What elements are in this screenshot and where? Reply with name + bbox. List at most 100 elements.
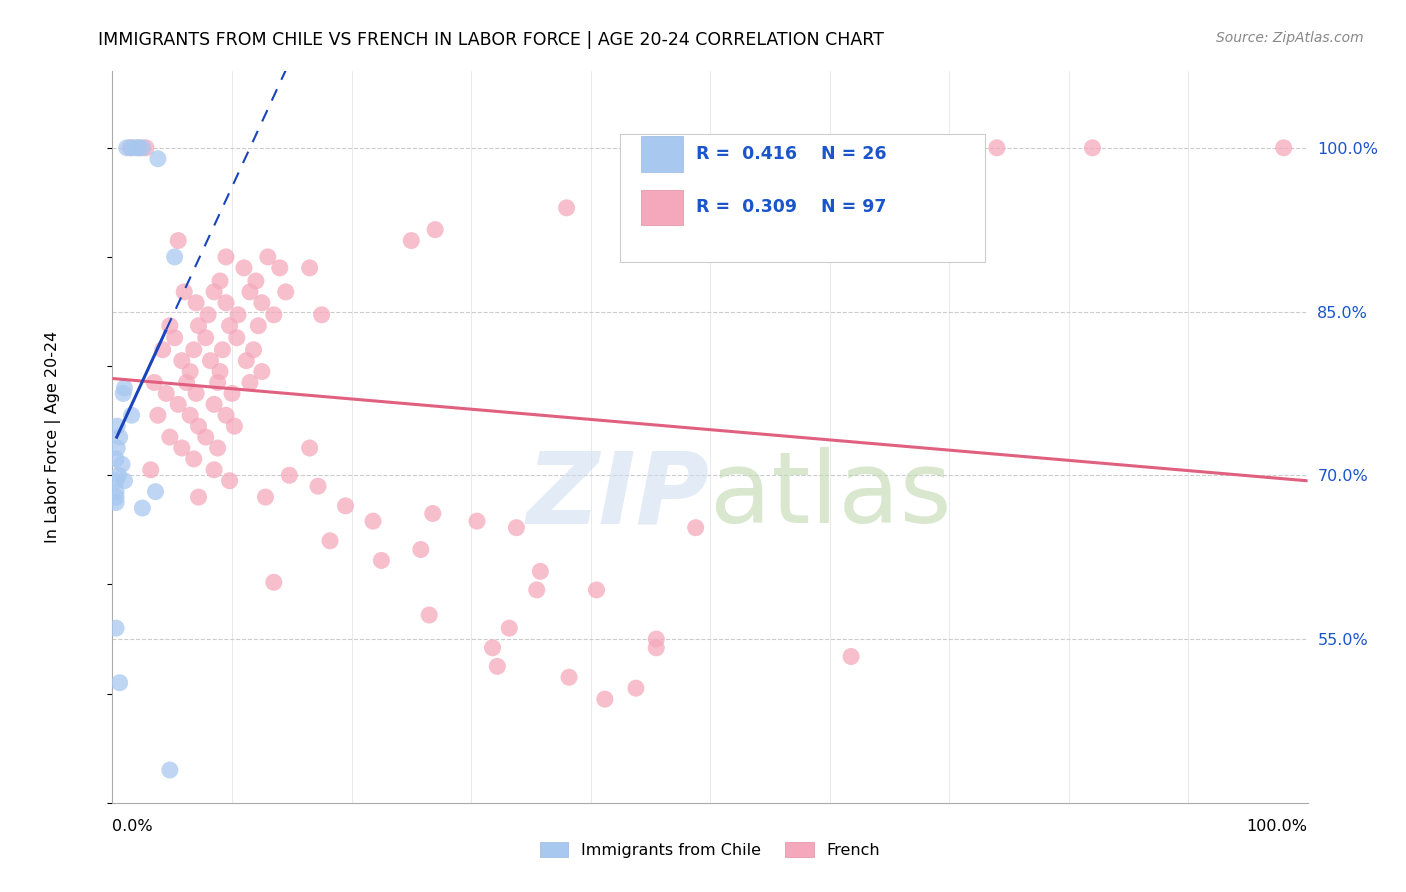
Point [146,152,169,166]
Point [215,250,238,264]
Point [250,295,273,310]
Point [418,607,440,622]
Point [105,490,128,504]
Point [128,141,150,155]
Point [233,260,256,275]
Point [105,474,128,488]
Point [225,331,247,345]
Point [505,521,527,535]
Point [361,514,384,528]
Point [526,582,548,597]
Point [422,507,444,521]
Point [114,474,135,488]
Point [159,763,181,777]
Point [173,285,195,299]
Point [215,409,238,423]
Point [200,353,222,368]
Point [202,285,225,299]
Point [278,468,301,483]
Point [159,430,181,444]
Point [335,499,357,513]
Point [211,343,233,357]
Point [465,514,488,528]
Point [176,376,198,390]
Point [143,376,166,390]
Point [163,331,186,345]
Point [155,386,177,401]
Point [114,381,135,395]
Point [207,441,229,455]
Point [187,490,209,504]
Point [226,308,249,322]
Point [555,201,578,215]
Point [120,141,142,155]
Point [105,451,128,466]
Text: ZIP: ZIP [527,447,710,544]
Text: 0.0%: 0.0% [112,819,153,834]
Point [179,409,201,423]
Point [794,141,817,155]
Point [218,474,240,488]
Point [298,441,321,455]
Point [207,376,229,390]
Point [194,331,217,345]
Point [254,490,277,504]
Point [124,141,146,155]
Point [239,376,262,390]
Point [131,501,153,516]
Point [370,553,392,567]
Point [186,295,208,310]
Point [105,495,128,509]
Point [298,260,321,275]
Point [685,521,707,535]
Point [1081,141,1104,155]
Point [263,575,285,590]
Point [263,308,285,322]
Point [167,397,190,411]
Point [645,640,668,655]
Point [221,386,243,401]
Point [152,343,174,357]
Point [1272,141,1295,155]
Point [112,386,135,401]
Point [146,409,169,423]
Point [170,441,193,455]
Point [529,565,551,579]
Point [218,318,240,333]
Point [593,692,616,706]
Point [163,250,186,264]
Point [115,141,138,155]
Point [111,458,134,472]
Point [986,141,1008,155]
Point [107,468,129,483]
Point [425,222,447,236]
Point [108,675,131,690]
Text: IMMIGRANTS FROM CHILE VS FRENCH IN LABOR FORCE | AGE 20-24 CORRELATION CHART: IMMIGRANTS FROM CHILE VS FRENCH IN LABOR… [98,31,884,49]
Point [624,681,647,695]
Point [135,141,157,155]
Point [159,318,181,333]
Point [121,409,143,423]
Point [486,659,509,673]
Point [498,621,520,635]
Point [202,397,225,411]
Point [187,318,209,333]
Point [247,318,270,333]
Point [675,141,697,155]
Point [128,141,150,155]
Point [401,234,423,248]
FancyBboxPatch shape [641,190,682,225]
Point [245,274,267,288]
Text: Source: ZipAtlas.com: Source: ZipAtlas.com [1216,31,1364,45]
Point [194,430,217,444]
Point [179,365,201,379]
Point [274,285,297,299]
Point [257,250,280,264]
Point [105,621,128,635]
Text: 100.0%: 100.0% [1247,819,1308,834]
Point [108,430,131,444]
Legend: Immigrants from Chile, French: Immigrants from Chile, French [533,836,887,864]
Point [202,463,225,477]
Point [139,463,162,477]
Point [183,343,205,357]
